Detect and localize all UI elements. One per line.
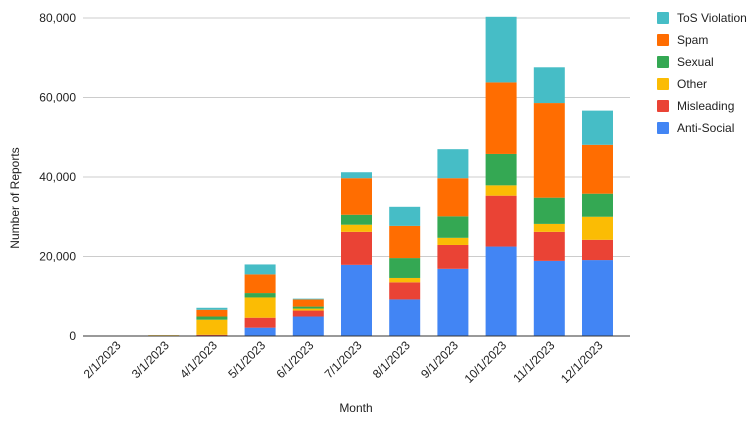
legend-item[interactable]: Anti-Social [657, 121, 734, 135]
bar-segment-misleading[interactable] [341, 231, 372, 265]
bar-segment-spam[interactable] [244, 274, 276, 294]
bar-segment-misleading[interactable] [582, 239, 613, 261]
x-tick-label: 11/1/2023 [510, 338, 557, 385]
bar-segment-other[interactable] [437, 237, 469, 245]
legend-label: Spam [677, 33, 708, 47]
bar-segment-tos-violation[interactable] [341, 172, 372, 179]
bar-segment-sexual[interactable] [582, 193, 613, 217]
legend-swatch [657, 34, 669, 46]
bar-segment-sexual[interactable] [244, 293, 276, 298]
bar-segment-anti-social[interactable] [292, 316, 324, 336]
legend-swatch [657, 78, 669, 90]
legend-item[interactable]: Other [657, 77, 707, 91]
bar-segment-misleading[interactable] [485, 195, 517, 247]
x-tick-label: 7/1/2023 [322, 338, 365, 381]
bar-segment-spam[interactable] [341, 178, 372, 215]
bar-segment-sexual[interactable] [533, 197, 565, 224]
bar-segment-spam[interactable] [437, 178, 469, 217]
bar-segment-tos-violation[interactable] [485, 16, 517, 83]
legend-label: Sexual [677, 55, 714, 69]
bar-segment-anti-social[interactable] [533, 260, 565, 336]
bar-segment-anti-social[interactable] [582, 260, 613, 336]
legend-label: Other [677, 77, 707, 91]
bar-segment-spam[interactable] [485, 82, 517, 154]
bar-segment-other[interactable] [292, 308, 324, 311]
legend-label: Anti-Social [677, 121, 734, 135]
legend-item[interactable]: Sexual [657, 55, 714, 69]
x-axis-title: Month [339, 401, 372, 415]
bar-segment-sexual[interactable] [341, 214, 372, 225]
bar-segment-misleading[interactable] [389, 282, 421, 300]
bar-segment-other[interactable] [485, 185, 517, 196]
y-tick-label: 40,000 [39, 170, 76, 184]
bar-segment-tos-violation[interactable] [389, 206, 421, 226]
bar-segment-spam[interactable] [533, 103, 565, 198]
legend-swatch [657, 56, 669, 68]
bar-segment-anti-social[interactable] [341, 264, 372, 336]
legend-label: ToS Violation [677, 11, 747, 25]
y-axis-ticks: 0 20,000 40,000 60,000 80,000 [39, 11, 76, 343]
x-tick-label: 5/1/2023 [225, 338, 268, 381]
legend: ToS Violation Spam Sexual Other Misleading An… [657, 11, 747, 135]
bar-segment-anti-social[interactable] [389, 299, 421, 336]
bar-segment-spam[interactable] [582, 144, 613, 194]
x-tick-label: 12/1/2023 [558, 338, 606, 386]
legend-label: Misleading [677, 99, 734, 113]
bar-segment-spam[interactable] [389, 225, 421, 259]
y-tick-label: 80,000 [39, 11, 76, 25]
legend-swatch [657, 100, 669, 112]
y-axis-title: Number of Reports [8, 147, 22, 248]
bar-segment-anti-social[interactable] [485, 246, 517, 336]
y-tick-label: 0 [69, 329, 76, 343]
bar-segment-tos-violation[interactable] [196, 307, 228, 310]
bar-segment-sexual[interactable] [292, 306, 324, 309]
bar-segment-other[interactable] [244, 297, 276, 318]
bar-segment-sexual[interactable] [485, 153, 517, 186]
bar-segment-other[interactable] [341, 224, 372, 232]
bar-segment-misleading[interactable] [244, 317, 276, 328]
bar-segment-tos-violation[interactable] [437, 149, 469, 179]
x-tick-label: 9/1/2023 [418, 338, 461, 381]
bar-segment-tos-violation[interactable] [582, 110, 613, 145]
bar-segment-other[interactable] [582, 216, 613, 240]
x-tick-label: 6/1/2023 [273, 338, 316, 381]
legend-swatch [657, 122, 669, 134]
bar-segment-misleading[interactable] [292, 310, 324, 317]
y-tick-label: 60,000 [39, 91, 76, 105]
bar-segment-tos-violation[interactable] [533, 67, 565, 104]
bar-segment-other[interactable] [389, 277, 421, 283]
legend-item[interactable]: Spam [657, 33, 708, 47]
x-tick-label: 2/1/2023 [81, 338, 124, 381]
x-tick-label: 3/1/2023 [129, 338, 172, 381]
bar-segment-misleading[interactable] [437, 244, 469, 269]
bar-segment-sexual[interactable] [196, 316, 228, 320]
bar-segment-anti-social[interactable] [244, 327, 276, 336]
bars [148, 16, 613, 337]
x-axis-ticks: 2/1/2023 3/1/2023 4/1/2023 5/1/2023 6/1/2023… [81, 338, 606, 386]
x-tick-label: 4/1/2023 [177, 338, 220, 381]
bar-segment-tos-violation[interactable] [244, 264, 276, 275]
bar-segment-sexual[interactable] [389, 258, 421, 278]
legend-swatch [657, 12, 669, 24]
bar-segment-misleading[interactable] [196, 334, 228, 336]
x-tick-label: 10/1/2023 [462, 338, 510, 386]
bar-segment-other[interactable] [533, 223, 565, 232]
bar-segment-other[interactable] [196, 319, 228, 335]
legend-item[interactable]: Misleading [657, 99, 734, 113]
bar-segment-spam[interactable] [292, 299, 324, 307]
y-tick-label: 20,000 [39, 250, 76, 264]
bar-segment-spam[interactable] [196, 309, 228, 317]
legend-item[interactable]: ToS Violation [657, 11, 747, 25]
x-tick-label: 8/1/2023 [370, 338, 413, 381]
bar-segment-misleading[interactable] [533, 231, 565, 261]
bar-segment-anti-social[interactable] [437, 268, 469, 336]
bar-segment-sexual[interactable] [437, 216, 469, 238]
bar-segment-tos-violation[interactable] [292, 298, 324, 300]
